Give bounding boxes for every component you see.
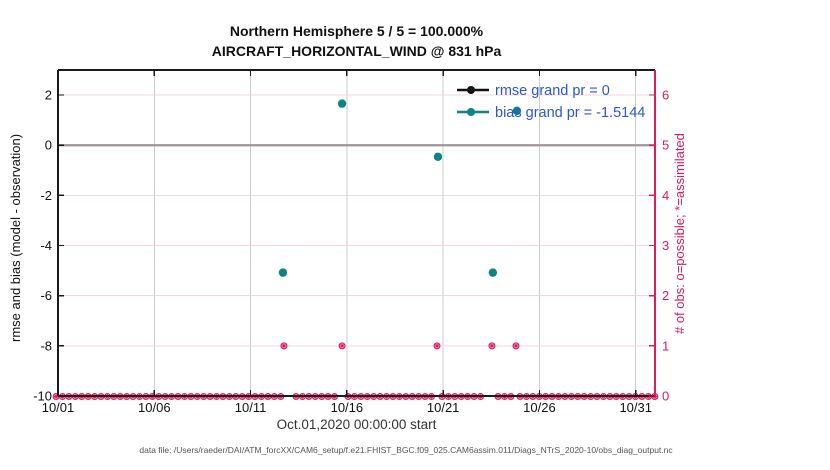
x-tick-label: 10/21 — [427, 400, 460, 415]
obs-count-one-marker — [280, 342, 288, 350]
left-tick-label: 2 — [45, 88, 52, 103]
chart-title: Northern Hemisphere 5 / 5 = 100.000% AIR… — [58, 21, 655, 61]
right-tick-label: 3 — [662, 238, 669, 253]
right-y-axis-label: # of obs: o=possible; *=assimilated — [672, 133, 687, 335]
obs-count-one-marker — [338, 342, 346, 350]
bias-data-point — [512, 106, 522, 116]
data-file-caption: data file: /Users/raeder/DAI/ATM_forcXX/… — [139, 445, 673, 455]
legend-marker-sample — [467, 86, 475, 94]
right-tick-label: 6 — [662, 88, 669, 103]
x-tick-label: 10/11 — [235, 400, 267, 415]
x-axis-label: Oct.01,2020 00:00:00 start — [276, 417, 437, 432]
left-tick-label: 0 — [45, 138, 52, 153]
obs-count-one-marker — [488, 342, 496, 350]
x-tick-label: 10/06 — [138, 400, 171, 415]
x-tick-label: 10/01 — [42, 400, 75, 415]
right-tick-label: 1 — [662, 338, 669, 353]
legend-label: bias grand pr = -1.5144 — [495, 105, 645, 121]
bias-data-point — [433, 152, 443, 161]
right-tick-label: 2 — [662, 288, 669, 303]
right-tick-label: 5 — [662, 138, 669, 153]
right-tick-label: 0 — [662, 389, 669, 404]
chart-title-line2: AIRCRAFT_HORIZONTAL_WIND @ 831 hPa — [211, 43, 502, 59]
x-tick-label: 10/16 — [331, 400, 364, 415]
bias-data-point — [488, 268, 498, 277]
left-tick-label: -4 — [40, 238, 52, 253]
left-tick-label: -6 — [40, 288, 52, 303]
bias-data-point — [278, 268, 288, 277]
left-tick-label: -8 — [40, 338, 52, 353]
axes-box — [57, 69, 655, 397]
chart-title-line1: Northern Hemisphere 5 / 5 = 100.000% — [229, 23, 484, 39]
legend-label: rmse grand pr = 0 — [495, 83, 610, 99]
legend-marker-sample — [467, 108, 475, 116]
obs-count-one-marker — [512, 342, 520, 350]
left-tick-label: -10 — [33, 389, 52, 404]
x-tick-label: 10/26 — [523, 400, 556, 415]
bias-data-point — [337, 99, 347, 108]
left-y-axis-label: rmse and bias (model - observation) — [8, 133, 23, 343]
obs-count-one-marker — [433, 342, 441, 350]
x-tick-label: 10/31 — [619, 400, 652, 415]
left-tick-label: -2 — [40, 188, 52, 203]
right-tick-label: 4 — [662, 188, 669, 203]
